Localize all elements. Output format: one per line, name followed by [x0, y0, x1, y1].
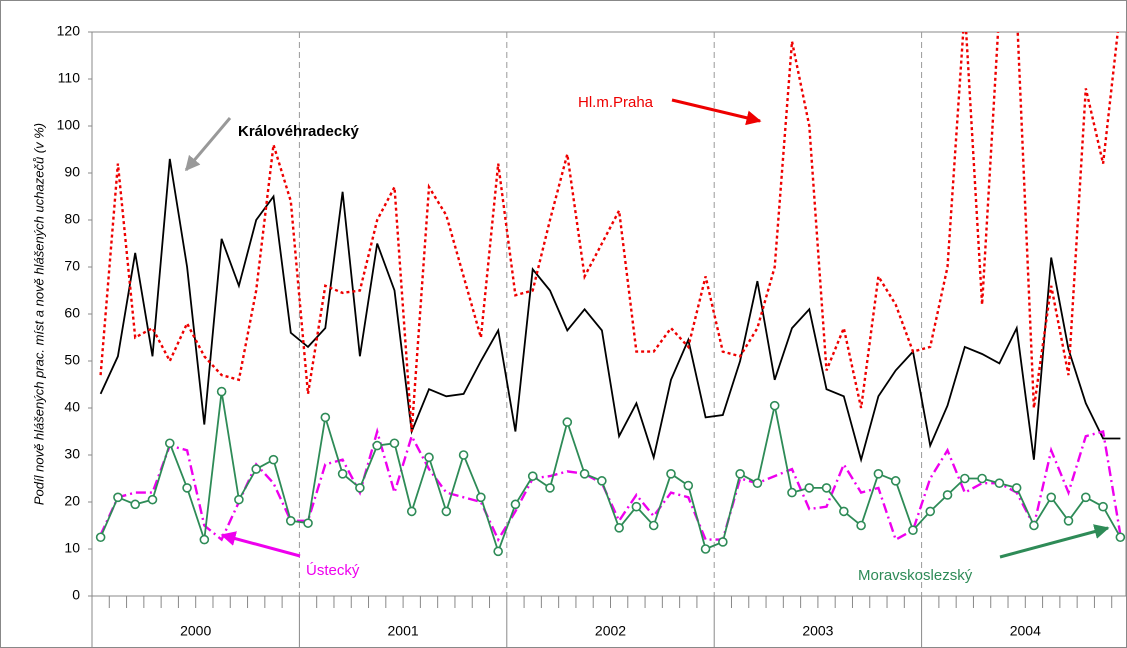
point: [700, 544, 711, 554]
point: [752, 478, 763, 489]
point: [182, 483, 192, 493]
point: [890, 476, 901, 486]
y-tick-label: 50: [64, 352, 80, 368]
point: [735, 468, 745, 479]
y-tick-label: 40: [64, 399, 80, 415]
point: [234, 494, 244, 505]
point: [648, 520, 659, 531]
point: [994, 478, 1005, 489]
y-tick-label: 0: [72, 587, 80, 603]
point: [406, 506, 417, 517]
y-tick-label: 60: [64, 305, 80, 321]
point: [787, 487, 797, 498]
annotation: Ústecký: [306, 562, 360, 579]
point: [268, 454, 279, 465]
y-tick-label: 30: [64, 446, 80, 462]
point: [320, 412, 331, 423]
point: [285, 515, 296, 526]
point: [804, 483, 815, 493]
point: [769, 400, 780, 411]
y-tick-label: 120: [57, 23, 81, 39]
series-line: [99, 32, 1119, 432]
y-tick-label: 80: [64, 211, 80, 227]
point: [925, 506, 936, 517]
point: [95, 532, 106, 543]
point: [977, 473, 987, 484]
point: [147, 494, 158, 505]
x-group-label: 2002: [595, 623, 626, 639]
point: [337, 468, 348, 479]
point: [856, 520, 866, 531]
point: [839, 506, 849, 517]
y-tick-label: 110: [58, 70, 81, 86]
point: [424, 452, 434, 463]
point: [303, 518, 313, 528]
point: [1011, 483, 1022, 493]
point: [579, 468, 590, 479]
arrow: [220, 531, 301, 558]
y-tick-label: 20: [64, 493, 80, 509]
arrow: [671, 98, 762, 126]
point: [562, 417, 573, 427]
point: [251, 464, 261, 474]
point: [113, 492, 123, 503]
y-axis-title: Podíl nově hlášených prac. míst a nově h…: [31, 123, 46, 505]
point: [1029, 520, 1039, 531]
annotation: Hl.m.Praha: [578, 94, 654, 111]
point: [355, 483, 365, 493]
point: [1098, 501, 1108, 512]
point: [1080, 492, 1091, 503]
arrow: [184, 117, 232, 172]
point: [458, 450, 469, 460]
point: [527, 471, 538, 481]
series-line: [99, 427, 1122, 543]
x-group-label: 2003: [802, 623, 833, 639]
x-group-label: 2001: [388, 623, 419, 639]
point: [960, 473, 970, 484]
point: [718, 537, 728, 547]
point: [666, 468, 676, 479]
point: [199, 534, 210, 545]
point: [683, 480, 694, 491]
point: [389, 438, 400, 449]
point: [493, 546, 503, 557]
y-tick-label: 100: [57, 117, 81, 133]
point: [597, 476, 607, 486]
point: [821, 483, 832, 493]
point: [614, 523, 624, 533]
point: [510, 499, 521, 510]
point: [545, 483, 555, 493]
y-tick-label: 90: [64, 164, 80, 180]
annotation: Moravskoslezský: [858, 567, 973, 584]
point: [942, 490, 953, 500]
x-group-label: 2004: [1010, 623, 1041, 639]
plot: [95, 32, 1126, 596]
x-group-label: 2000: [180, 623, 211, 639]
annotation: Královéhradecký: [238, 123, 360, 140]
point: [164, 438, 175, 449]
point: [1046, 492, 1057, 503]
y-tick-label: 70: [64, 258, 80, 274]
point: [441, 506, 452, 517]
point: [372, 440, 382, 451]
point: [216, 386, 227, 397]
point: [1115, 532, 1126, 543]
point: [130, 499, 141, 510]
point: [476, 492, 486, 503]
point: [1063, 515, 1074, 526]
arrow: [999, 524, 1110, 559]
point: [908, 525, 918, 536]
point: [873, 468, 884, 479]
series-line: [99, 158, 1121, 464]
y-tick-label: 10: [64, 540, 80, 556]
point: [631, 501, 642, 512]
